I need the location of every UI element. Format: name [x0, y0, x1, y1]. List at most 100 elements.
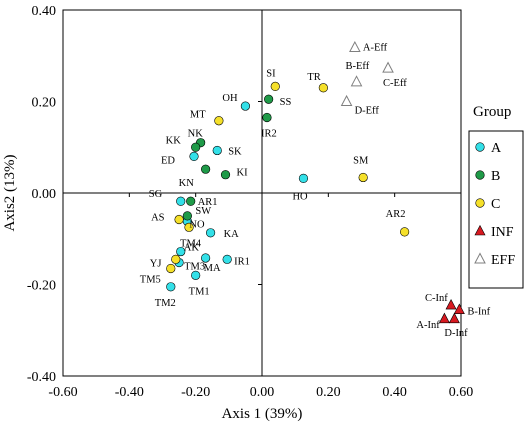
point-label: OH	[222, 93, 238, 104]
point-label: KA	[224, 229, 240, 240]
point-labels-layer: OH SK ED HO SG NO KA AK MA IR1 TM3 TM1 TM2 SS IR2 NK KK K…	[140, 43, 491, 339]
data-point-ir2	[262, 112, 272, 123]
point-label: SS	[280, 97, 292, 108]
x-tick-label: -0.60	[48, 385, 77, 400]
point-label: KK	[166, 135, 182, 146]
legend-marker-c	[475, 198, 485, 208]
point-label: AR2	[386, 209, 406, 220]
point-label: HO	[292, 191, 308, 202]
point-label: A-Inf	[416, 320, 440, 331]
data-point-tm4	[184, 222, 194, 232]
point-label: SW	[195, 206, 211, 217]
axes-layer: -0.60 -0.40 -0.20 0.00 0.20 0.40 0.60-0.40-0.2…	[27, 4, 473, 400]
data-point-sg	[176, 196, 186, 206]
data-point-tm2	[166, 282, 176, 292]
data-point-as	[174, 214, 184, 225]
data-point-b-inf	[453, 303, 465, 314]
data-point-ho	[298, 173, 309, 183]
data-point-d-inf	[448, 312, 460, 324]
data-point-tm1	[191, 270, 201, 280]
y-axis-title: Axis2 (13%)	[2, 154, 18, 231]
points-layer	[166, 40, 465, 324]
point-label: TM1	[189, 286, 210, 297]
point-label: SG	[149, 189, 163, 200]
data-point-sw	[182, 211, 192, 221]
x-tick-label: -0.20	[181, 385, 210, 400]
point-label: D-Eff	[355, 106, 380, 117]
data-point-tm5	[166, 263, 176, 274]
point-label: MT	[190, 110, 206, 121]
data-point-sm	[358, 172, 368, 183]
legend-marker-a	[475, 142, 485, 152]
data-point-ki	[220, 170, 231, 180]
x-axis-title: Axis 1 (39%)	[222, 406, 303, 422]
legend-marker-eff	[474, 252, 486, 264]
y-tick-label: -0.20	[27, 279, 56, 294]
x-tick-label: 0.00	[250, 385, 275, 400]
point-label: IR2	[261, 129, 277, 140]
point-label: D-Inf	[444, 328, 468, 339]
data-point-tr	[318, 83, 328, 93]
legend-marker-inf	[474, 224, 486, 236]
point-label: NK	[188, 129, 204, 140]
point-label: TM3	[184, 262, 205, 273]
point-label: NO	[189, 219, 205, 230]
data-point-yj	[171, 254, 181, 264]
x-tick-label: 0.40	[382, 385, 407, 400]
x-tick-label: 0.20	[316, 385, 341, 400]
y-tick-label: 0.40	[32, 4, 57, 19]
x-tick-label: -0.40	[115, 385, 144, 400]
point-label: SI	[266, 68, 276, 79]
point-label: C-Inf	[425, 293, 448, 304]
point-label: A-Eff	[363, 43, 388, 54]
legend-label: C	[491, 197, 500, 212]
data-point-ar2	[400, 227, 410, 237]
data-point-oh	[240, 101, 251, 111]
data-point-c-inf	[445, 298, 457, 310]
point-label: TM2	[155, 298, 176, 309]
point-label: SM	[353, 155, 369, 166]
data-point-b-eff	[350, 75, 363, 87]
data-point-c-eff	[382, 61, 394, 73]
y-tick-label: 0.20	[32, 96, 57, 111]
point-label: IR1	[234, 256, 250, 267]
x-tick-label: 0.60	[449, 385, 474, 400]
data-point-ed	[189, 151, 199, 161]
data-point-ma	[201, 253, 211, 263]
point-label: KN	[179, 178, 195, 189]
point-label: AR1	[198, 197, 218, 208]
legend-label: A	[491, 141, 502, 156]
point-label: TM5	[140, 274, 161, 285]
legend-label: B	[491, 169, 500, 184]
point-label: AS	[151, 213, 165, 224]
data-point-si	[270, 81, 280, 92]
legend-label: EFF	[491, 253, 515, 268]
data-point-sk	[212, 145, 222, 156]
data-point-a-eff	[349, 40, 361, 53]
point-label: KI	[237, 168, 249, 179]
legend-label: INF	[491, 225, 514, 240]
data-point-d-eff	[340, 94, 353, 106]
point-label: SK	[228, 146, 242, 157]
point-label: B-Eff	[346, 61, 370, 72]
point-label: AK	[184, 243, 200, 254]
data-point-ak	[176, 246, 186, 257]
point-label: TM4	[180, 238, 202, 249]
point-label: YJ	[150, 258, 162, 269]
data-point-ss	[264, 94, 274, 104]
legend-marker-b	[475, 170, 485, 180]
data-point-mt	[214, 116, 224, 126]
legend: Group ABC INF EFF	[468, 104, 524, 289]
point-label: C-Eff	[383, 78, 407, 89]
point-label: MA	[204, 263, 221, 274]
point-label: ED	[161, 155, 175, 166]
data-point-a-inf	[438, 312, 450, 324]
data-point-kn	[201, 164, 211, 174]
point-label: B-Inf	[467, 307, 490, 318]
y-tick-label: 0.00	[32, 187, 57, 202]
data-point-ka	[205, 228, 216, 238]
legend-title: Group	[473, 104, 511, 120]
data-point-kk	[191, 142, 201, 152]
data-point-ir1	[222, 254, 232, 264]
